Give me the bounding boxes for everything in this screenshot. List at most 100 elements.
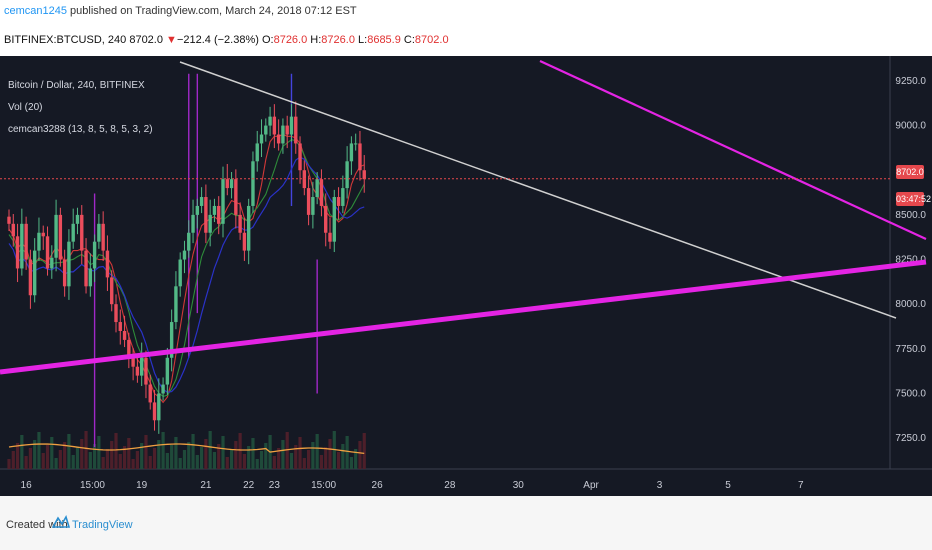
- candle-body: [217, 205, 221, 224]
- candle-body: [311, 197, 315, 215]
- volume-bar: [105, 449, 110, 469]
- volume-bar: [336, 452, 341, 469]
- author-link[interactable]: cemcan1245: [4, 5, 67, 17]
- open-value: 8726.0: [273, 34, 308, 46]
- candle-body: [324, 205, 328, 233]
- candle-body: [238, 214, 242, 233]
- volume-bar: [298, 437, 302, 469]
- x-tick-label: 26: [372, 480, 384, 491]
- candle-body: [294, 116, 298, 144]
- volume-ma-line: [8, 443, 365, 454]
- volume-bar: [28, 448, 32, 469]
- candle-body: [264, 125, 268, 135]
- volume-bar: [15, 443, 20, 469]
- volume-bar: [157, 440, 161, 469]
- x-tick-label: 30: [513, 480, 525, 491]
- low-label: L:: [358, 34, 368, 46]
- candle-body: [362, 170, 366, 180]
- candle-body: [285, 125, 289, 135]
- volume-bar: [84, 431, 88, 469]
- candle-body: [7, 216, 11, 224]
- volume-bar: [152, 448, 157, 469]
- y-tick-label: 7750.0: [895, 344, 926, 355]
- volume-bar: [204, 439, 208, 469]
- volume-bar: [182, 450, 187, 469]
- candle-body: [182, 250, 187, 260]
- volume-bar: [63, 442, 67, 469]
- tradingview-brand[interactable]: TradingView: [72, 519, 133, 531]
- candle-body: [191, 214, 195, 233]
- candle-body: [135, 366, 140, 376]
- candle-body: [37, 232, 41, 251]
- y-tick-label: 9000.0: [895, 121, 926, 132]
- candle-body: [45, 236, 50, 269]
- candle-body: [165, 357, 170, 385]
- candle-body: [80, 214, 84, 251]
- candle-body: [131, 357, 135, 367]
- candle-body: [97, 223, 101, 242]
- candle-body: [118, 322, 122, 331]
- price-change: −212.4 (−2.38%): [176, 34, 259, 46]
- high-value: 8726.0: [321, 34, 355, 46]
- volume-bar: [247, 446, 251, 469]
- volume-bar: [122, 446, 127, 469]
- candle-body: [122, 330, 127, 340]
- volume-bar: [251, 438, 255, 469]
- candle-body: [11, 223, 15, 237]
- volume-bar: [191, 434, 195, 469]
- volume-bar: [264, 443, 268, 469]
- volume-bar: [75, 447, 80, 469]
- candle-body: [139, 357, 144, 376]
- volume-bar: [221, 436, 225, 469]
- volume-bar: [315, 434, 319, 469]
- volume-bar: [178, 458, 182, 469]
- volume-bar: [302, 458, 306, 469]
- volume-bar: [238, 433, 242, 469]
- candle-body: [341, 188, 345, 206]
- candle-body: [174, 286, 178, 323]
- down-arrow-icon: ▼: [166, 34, 177, 46]
- x-tick-label: 22: [243, 480, 255, 491]
- y-tick-label: 8500.0: [895, 210, 926, 221]
- y-tick-label: 9250.0: [895, 76, 926, 87]
- volume-bar: [362, 433, 366, 469]
- volume-bar: [229, 449, 234, 469]
- volume-bar: [174, 437, 178, 469]
- chart-area[interactable]: 7250.0 7500.0 7750.0 8000.0 8250.0 8500.0 9000…: [0, 56, 932, 496]
- volume-bar: [165, 453, 169, 469]
- candle-body: [144, 357, 148, 385]
- last-price-badge: 8702.0: [896, 165, 924, 179]
- created-with-label: Created with: [6, 519, 68, 531]
- candle-body: [255, 143, 259, 162]
- candle-body: [24, 223, 28, 260]
- volume-bar: [324, 447, 328, 469]
- volume-bar: [97, 436, 101, 469]
- volume-bar: [41, 453, 45, 469]
- candle-body: [28, 259, 33, 296]
- volume-bar: [54, 458, 58, 469]
- candle-body: [234, 179, 238, 215]
- volume-bar: [71, 455, 75, 469]
- volume-bar: [212, 452, 217, 469]
- volume-bar: [131, 459, 135, 469]
- candle-body: [20, 223, 24, 269]
- candle-body: [204, 197, 208, 233]
- published-text: published on TradingView.com, March 24, …: [67, 5, 357, 17]
- volume-bar: [37, 432, 41, 469]
- volume-bar: [33, 440, 37, 469]
- tradingview-logo-icon: [52, 515, 70, 528]
- volume-bar: [349, 457, 353, 469]
- volume-bar: [277, 448, 281, 469]
- volume-bar: [242, 454, 246, 469]
- upper-channel-line: [539, 60, 927, 240]
- candle-body: [358, 143, 362, 171]
- candle-body: [50, 257, 54, 269]
- candle-body: [71, 223, 75, 242]
- volume-bar: [148, 456, 152, 469]
- volume-bar: [11, 451, 15, 469]
- volume-bar: [311, 442, 315, 469]
- price-chart[interactable]: 7250.0 7500.0 7750.0 8000.0 8250.0 8500.0 9000…: [0, 56, 932, 496]
- x-tick-label: 7: [798, 480, 804, 491]
- volume-bar: [101, 457, 105, 469]
- legend-volume: Vol (20): [8, 102, 43, 113]
